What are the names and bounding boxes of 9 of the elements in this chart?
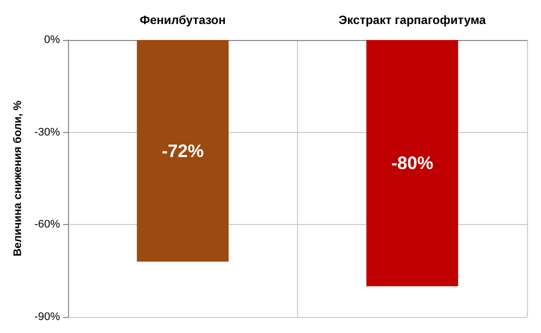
data-label: -72% — [162, 140, 204, 161]
y-tick-label: -30% — [34, 126, 60, 138]
data-label: -80% — [391, 153, 434, 174]
x-tick-label: Экстракт гарпагофитума — [338, 13, 486, 27]
y-axis-title: Величина снижения боли, % — [12, 100, 24, 256]
y-tick-label: 0% — [44, 34, 60, 46]
y-tick-label: -90% — [34, 311, 60, 323]
y-tick-label: -60% — [34, 218, 60, 231]
x-tick-label: Фенилбутазон — [140, 13, 226, 27]
